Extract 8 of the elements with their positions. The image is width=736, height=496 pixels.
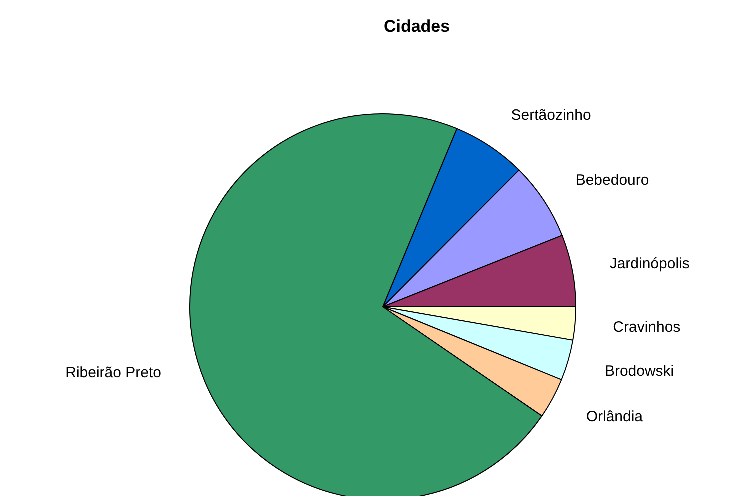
chart-title: Cidades	[384, 17, 450, 36]
slice-label: Bebedouro	[576, 172, 650, 189]
slice-label: Orlândia	[586, 408, 644, 426]
slice-label: Brodowski	[604, 363, 674, 380]
slice-label: Ribeirão Preto	[66, 364, 162, 382]
slice-label: Jardinópolis	[610, 255, 690, 272]
slice-label: Cravinhos	[613, 318, 681, 336]
slice-label: Sertãozinho	[511, 106, 592, 124]
